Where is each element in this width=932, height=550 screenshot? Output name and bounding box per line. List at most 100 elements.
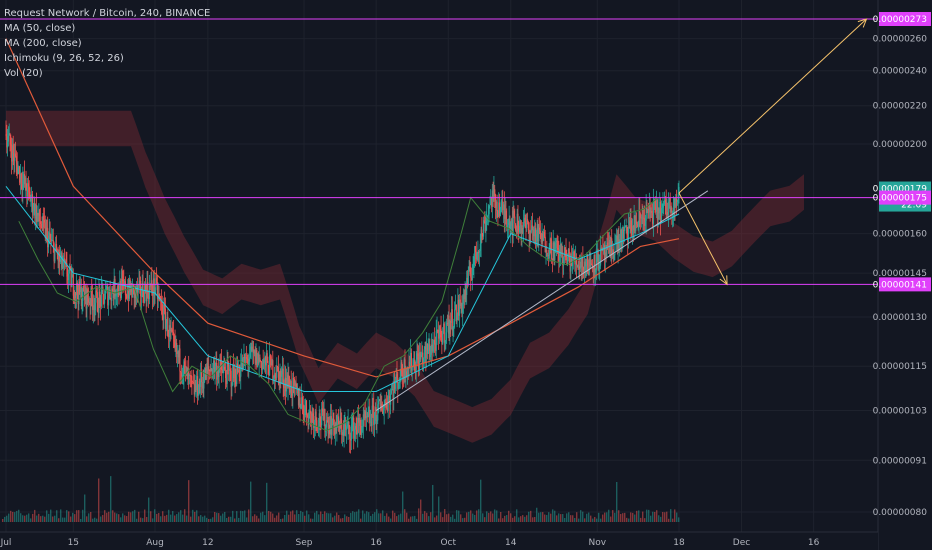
candle-body: [628, 226, 630, 229]
candle-body: [532, 229, 534, 231]
candle-body: [599, 265, 601, 267]
volume-bar: [50, 509, 52, 522]
candle-body: [124, 281, 126, 287]
candle-body: [37, 212, 39, 216]
volume-bar: [574, 518, 576, 522]
volume-bar: [154, 509, 156, 522]
candle-body: [524, 217, 526, 224]
candle-body: [343, 425, 345, 437]
candle-body: [519, 220, 521, 226]
candle-body: [275, 376, 277, 378]
volume-bar: [418, 508, 420, 522]
candle-body: [584, 261, 586, 267]
candle-body: [666, 212, 668, 215]
candle-body: [430, 354, 432, 357]
candle-body: [484, 221, 486, 232]
candle-body: [620, 229, 622, 242]
candle-body: [93, 305, 95, 311]
candle-body: [90, 287, 92, 306]
candle-body: [228, 366, 230, 371]
volume-bar: [88, 513, 90, 522]
candle-body: [585, 265, 587, 267]
candle-body: [14, 153, 16, 161]
candle-body: [451, 309, 453, 331]
candle-body: [394, 382, 396, 389]
candle-body: [422, 352, 424, 365]
volume-bar: [160, 516, 162, 522]
volume-bar: [356, 511, 358, 522]
candle-body: [506, 218, 508, 229]
price-axis[interactable]: 0.00000260 0.00000240 0.00000220 0.00000200…: [873, 0, 932, 550]
legend-ma50[interactable]: MA (50, close): [4, 23, 76, 34]
candle-body: [331, 423, 333, 435]
candle-body: [446, 323, 449, 325]
candle-body: [139, 280, 141, 282]
volume-bar: [354, 512, 356, 522]
candle-body: [293, 378, 295, 380]
candle-body: [581, 257, 583, 268]
candle-body: [109, 289, 111, 299]
candle-body: [88, 298, 90, 303]
candle-body: [72, 274, 74, 296]
candle-body: [367, 411, 369, 418]
volume-bar: [342, 518, 344, 522]
volume-bar: [494, 509, 496, 522]
candle-body: [143, 297, 145, 303]
volume-bar: [46, 510, 48, 522]
volume-bar: [544, 514, 546, 522]
volume-bar: [478, 509, 480, 522]
volume-bar: [654, 511, 656, 522]
volume-bar: [166, 514, 168, 522]
candle-body: [58, 252, 60, 262]
candle-body: [27, 183, 29, 197]
candle-body: [11, 150, 13, 162]
candle-body: [55, 244, 58, 253]
volume-bar: [592, 518, 594, 522]
volume-bar: [226, 517, 228, 522]
candle-body: [333, 424, 336, 435]
candle-body: [466, 277, 468, 295]
legend-ma200[interactable]: MA (200, close): [4, 38, 82, 49]
candle-body: [650, 211, 652, 213]
candle-body: [244, 354, 246, 364]
x-tick-label-1: 15: [68, 538, 79, 548]
candle-body: [153, 278, 155, 294]
legend-volume[interactable]: Vol (20): [4, 68, 43, 79]
time-axis[interactable]: Jul 15 Aug 12 Sep 16 Oct 14 Nov 18 Dec 16: [0, 531, 878, 550]
horizontal-levels[interactable]: [0, 18, 878, 285]
candle-body: [563, 247, 566, 257]
candle-body: [317, 427, 319, 429]
volume-bar: [16, 510, 18, 522]
legend-ichimoku[interactable]: Ichimoku (9, 26, 52, 26): [4, 53, 124, 64]
volume-bar: [260, 512, 262, 522]
candle-body: [67, 273, 70, 281]
volume-bar: [610, 516, 612, 522]
candle-body: [366, 416, 368, 419]
candle-body: [100, 296, 102, 307]
candle-body: [388, 396, 390, 398]
candle-body: [273, 374, 275, 379]
y-tick-label-6: 0.00000130: [873, 313, 928, 323]
legend-symbol[interactable]: Request Network / Bitcoin, 240, BINANCE: [4, 8, 211, 19]
volume-bar: [626, 517, 628, 522]
volume-bar: [462, 518, 464, 522]
projection-arrow-0: [678, 18, 867, 194]
volume-bar: [612, 510, 614, 522]
candle-body: [104, 298, 106, 304]
volume-bar: [2, 518, 4, 522]
price-tag-0: 0.00000179: [873, 185, 928, 195]
volume-bar: [18, 509, 20, 522]
candle-body: [211, 369, 213, 376]
candle-body: [261, 362, 263, 370]
volume-bar: [350, 512, 352, 522]
candle-body: [474, 246, 476, 257]
drawings[interactable]: [375, 18, 868, 411]
volume-bar: [384, 515, 386, 522]
candle-body: [539, 230, 541, 238]
candle-body: [43, 215, 45, 220]
volume-bar: [488, 512, 490, 522]
candle-body: [517, 213, 519, 232]
candle-body: [637, 226, 639, 228]
y-tick-label-2: 0.00000220: [873, 102, 928, 112]
